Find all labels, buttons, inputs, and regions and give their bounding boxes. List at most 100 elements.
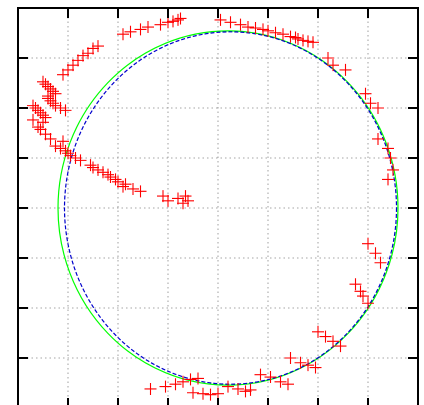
data-point [312, 325, 324, 338]
fit-curve-dashed [63, 31, 398, 385]
data-point [327, 59, 339, 72]
data-point [49, 99, 62, 112]
data-point [39, 111, 52, 124]
data-point [182, 194, 194, 207]
data-point [42, 80, 54, 93]
data-point [44, 94, 57, 107]
data-point [354, 285, 367, 298]
data-point [64, 149, 77, 162]
data-point [234, 18, 247, 31]
data-point [294, 356, 307, 369]
data-point [102, 168, 114, 181]
data-point [119, 178, 132, 191]
data-point [54, 102, 67, 114]
data-point [382, 142, 394, 155]
data-point [187, 386, 199, 399]
data-point [162, 16, 174, 29]
data-point [134, 185, 147, 198]
data-point [327, 335, 339, 348]
data-point [49, 140, 62, 153]
data-point [47, 97, 59, 110]
data-point [224, 16, 237, 29]
data-point [172, 192, 184, 205]
data-point [362, 237, 374, 250]
data-point [47, 85, 59, 98]
data-point [29, 102, 42, 114]
data-point [212, 387, 224, 400]
data-point [82, 47, 94, 60]
data-point [44, 82, 57, 95]
data-point [257, 23, 269, 36]
data-point [134, 23, 147, 36]
data-point [37, 75, 49, 88]
data-point [197, 387, 209, 400]
data-point [349, 278, 362, 291]
data-point [62, 147, 74, 160]
data-point [142, 21, 154, 34]
data-point [62, 63, 74, 76]
data-point [77, 49, 89, 62]
data-point [214, 13, 227, 26]
data-point [39, 128, 52, 141]
data-point [72, 54, 84, 67]
data-point [357, 290, 369, 303]
data-point [124, 25, 137, 38]
data-point [282, 378, 294, 391]
data-point [302, 359, 314, 372]
data-point [322, 52, 334, 64]
data-point [27, 113, 39, 126]
data-point [84, 159, 97, 172]
data-point [162, 194, 174, 207]
data-point [57, 135, 69, 148]
data-point [359, 87, 372, 100]
data-point [32, 104, 44, 117]
data-point [387, 163, 399, 176]
data-point [274, 375, 287, 388]
data-point [69, 152, 82, 164]
data-point [117, 180, 129, 193]
data-point [97, 166, 109, 179]
data-point [127, 182, 139, 195]
data-point [59, 104, 72, 117]
data-point [34, 106, 47, 119]
data-point [192, 372, 204, 385]
data-point [167, 15, 179, 28]
data-point [27, 99, 39, 112]
data-point [177, 375, 189, 388]
data-point [249, 22, 262, 34]
data-point [262, 24, 274, 37]
data-point [374, 256, 387, 269]
plot-frame [17, 7, 419, 405]
data-point [284, 30, 297, 43]
data-point [339, 63, 352, 76]
data-point [297, 34, 309, 47]
data-point [269, 26, 282, 39]
data-point [309, 361, 322, 374]
data-point [307, 36, 319, 49]
data-point [232, 382, 244, 395]
data-point [39, 78, 52, 91]
data-point [49, 87, 62, 100]
data-point [109, 173, 122, 186]
data-point [159, 380, 172, 393]
data-point [112, 175, 124, 188]
data-point [204, 388, 217, 401]
data-point [334, 340, 347, 353]
data-point [382, 173, 394, 186]
data-point [302, 35, 314, 48]
data-point [177, 197, 189, 210]
data-point [154, 18, 167, 31]
data-point [57, 68, 69, 81]
data-point [319, 330, 332, 343]
data-point [117, 28, 129, 41]
data-point [284, 352, 297, 364]
data-point [264, 371, 277, 384]
data-point [44, 132, 57, 145]
data-point [239, 385, 252, 398]
data-point [372, 102, 384, 114]
data-point [74, 154, 87, 167]
data-point [104, 171, 117, 184]
data-point [92, 163, 104, 176]
data-point [174, 12, 187, 25]
